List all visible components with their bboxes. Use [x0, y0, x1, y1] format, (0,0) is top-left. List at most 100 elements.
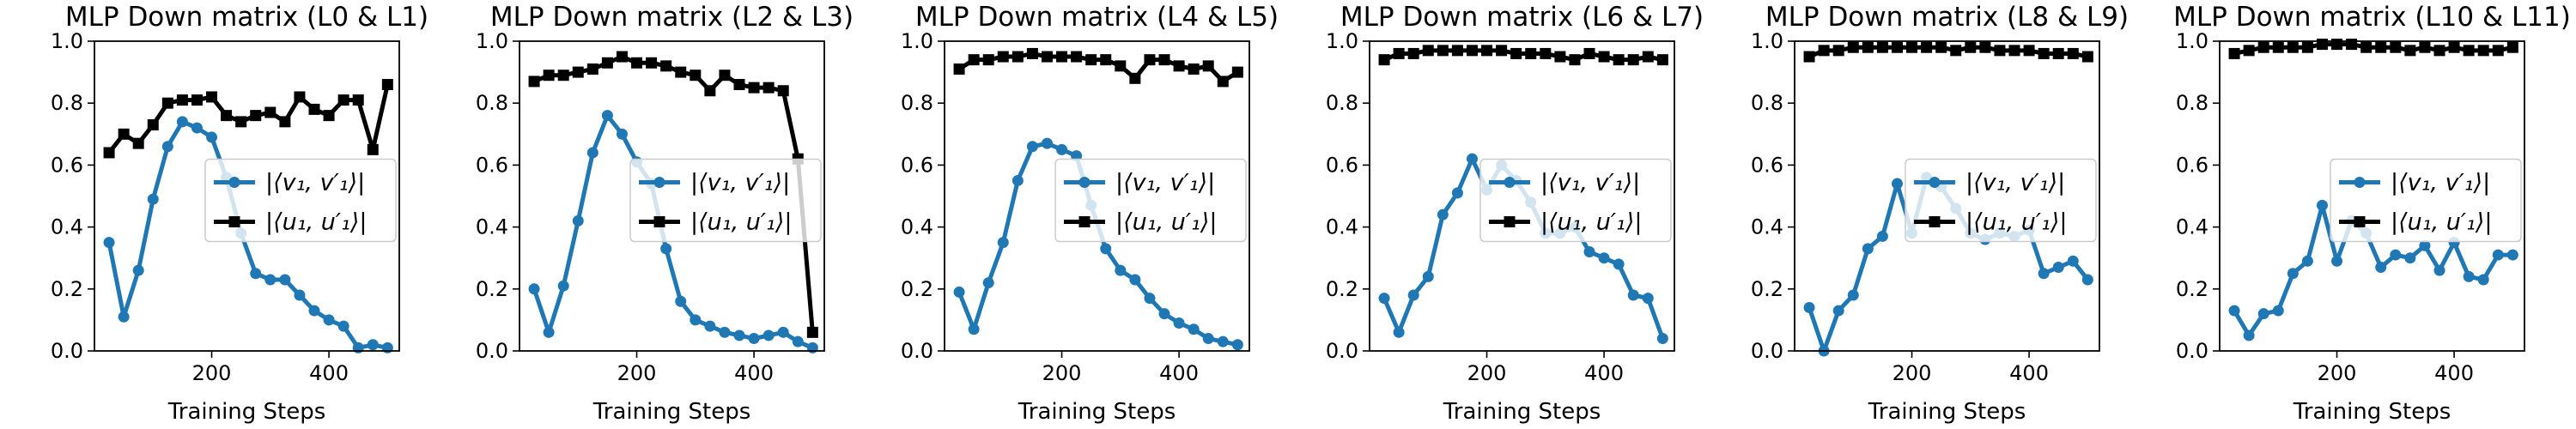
data-point	[381, 341, 393, 353]
data-point	[2375, 41, 2387, 53]
data-point	[1862, 41, 1874, 53]
data-point	[997, 51, 1009, 63]
data-point	[982, 277, 994, 289]
data-point	[1056, 51, 1068, 63]
data-point	[1144, 293, 1156, 305]
data-point	[1598, 252, 1610, 264]
y-tick-label: 0.2	[1751, 277, 1783, 301]
y-tick-label: 0.2	[901, 277, 933, 301]
data-point	[1510, 47, 1522, 59]
data-point	[206, 91, 218, 103]
series-line	[2232, 202, 2515, 338]
data-point	[323, 110, 335, 122]
data-point	[1598, 51, 1610, 63]
y-tick-label: 0.0	[901, 339, 933, 363]
data-point	[2052, 262, 2064, 274]
y-tick-label: 0.6	[1326, 153, 1358, 177]
chart-panel-4: MLP Down matrix (L6 & L7) 0.0 0.2 0.4 0.6 0.8…	[1326, 2, 1704, 425]
data-point	[1818, 45, 1830, 57]
data-point	[968, 323, 980, 335]
data-point	[733, 79, 745, 91]
series-layer	[953, 47, 1243, 351]
y-tick-label: 0.8	[901, 91, 933, 115]
data-point	[557, 69, 569, 82]
data-point	[1378, 54, 1390, 66]
chart-panel-6: MLP Down matrix (L10 & L11) 0.0 0.2 0.4 0.6 0…	[2173, 2, 2571, 425]
y-tick-label: 0.0	[2176, 339, 2208, 363]
data-point	[1481, 45, 1493, 57]
x-axis-label: Training Steps	[2293, 399, 2451, 425]
y-tick-label: 1.0	[2176, 29, 2208, 53]
data-point	[176, 116, 188, 128]
legend-marker	[2354, 177, 2366, 188]
legend: |⟨v₁, v′₁⟩| |⟨u₁, u′₁⟩|	[2330, 158, 2522, 243]
data-point	[2023, 45, 2035, 57]
data-point	[1188, 63, 1200, 75]
data-point	[2419, 41, 2431, 53]
data-point	[337, 320, 349, 332]
data-point	[1173, 317, 1185, 329]
data-point	[264, 274, 276, 286]
y-tick-label: 0.4	[51, 215, 83, 239]
data-point	[762, 82, 775, 94]
data-point	[982, 54, 994, 66]
data-point	[1056, 143, 1068, 155]
legend-label: |⟨u₁, u′₁⟩|	[265, 209, 367, 236]
data-point	[1935, 41, 1947, 53]
data-point	[1129, 274, 1141, 286]
data-point	[1100, 243, 1112, 255]
y-tick-label: 0.6	[476, 153, 508, 177]
y-tick-label: 0.2	[2176, 277, 2208, 301]
chart-title: MLP Down matrix (L6 & L7)	[1340, 2, 1704, 33]
data-point	[748, 82, 760, 94]
data-point	[1569, 54, 1581, 66]
data-point	[118, 311, 130, 323]
data-point	[953, 286, 965, 298]
legend-marker	[1078, 216, 1091, 227]
data-point	[161, 141, 173, 153]
data-point	[2463, 45, 2475, 57]
data-point	[2346, 39, 2358, 51]
legend-marker	[228, 177, 240, 188]
data-point	[2257, 41, 2269, 53]
data-point	[2257, 308, 2269, 320]
plot-frame	[2219, 40, 2525, 352]
data-point	[806, 326, 818, 338]
data-point	[2477, 274, 2489, 286]
legend-marker	[1929, 177, 1941, 188]
data-point	[250, 110, 262, 122]
data-point	[1217, 76, 1229, 88]
data-point	[1115, 264, 1127, 276]
data-point	[147, 118, 159, 130]
legend: |⟨v₁, v′₁⟩| |⟨u₁, u′₁⟩|	[1479, 158, 1672, 243]
data-point	[1115, 60, 1127, 72]
data-point	[777, 85, 789, 97]
data-point	[2228, 305, 2240, 317]
legend-label: |⟨v₁, v′₁⟩|	[1540, 170, 1640, 196]
data-point	[2272, 305, 2284, 317]
data-point	[1583, 245, 1595, 257]
legend-label: |⟨u₁, u′₁⟩|	[1540, 209, 1642, 236]
y-tick-label: 1.0	[1751, 29, 1783, 53]
y-tick-label: 0.8	[1751, 91, 1783, 115]
data-point	[2243, 329, 2255, 341]
data-point	[2433, 264, 2445, 276]
data-point	[2243, 45, 2255, 57]
x-tick-label: 400	[2434, 361, 2474, 385]
y-tick-label: 0.0	[1751, 339, 1783, 363]
data-point	[176, 94, 188, 106]
data-point	[2316, 39, 2328, 51]
y-tick-label: 0.4	[1751, 215, 1783, 239]
chart-panel-1: MLP Down matrix (L0 & L1) 0.0 0.2 0.4 0.6 0.8…	[51, 2, 428, 425]
chart-panel-5: MLP Down matrix (L8 & L9) 0.0 0.2 0.4 0.6 0.8…	[1751, 2, 2129, 425]
data-point	[2506, 249, 2518, 261]
legend-label: |⟨u₁, u′₁⟩|	[1115, 209, 1217, 236]
data-point	[2390, 249, 2402, 261]
data-point	[2404, 252, 2416, 264]
data-point	[2331, 39, 2343, 51]
data-point	[103, 147, 115, 159]
data-point	[1026, 47, 1038, 59]
x-tick-label: 400	[1584, 361, 1624, 385]
legend-label: |⟨v₁, v′₁⟩|	[1965, 170, 2065, 196]
data-point	[1407, 289, 1419, 301]
